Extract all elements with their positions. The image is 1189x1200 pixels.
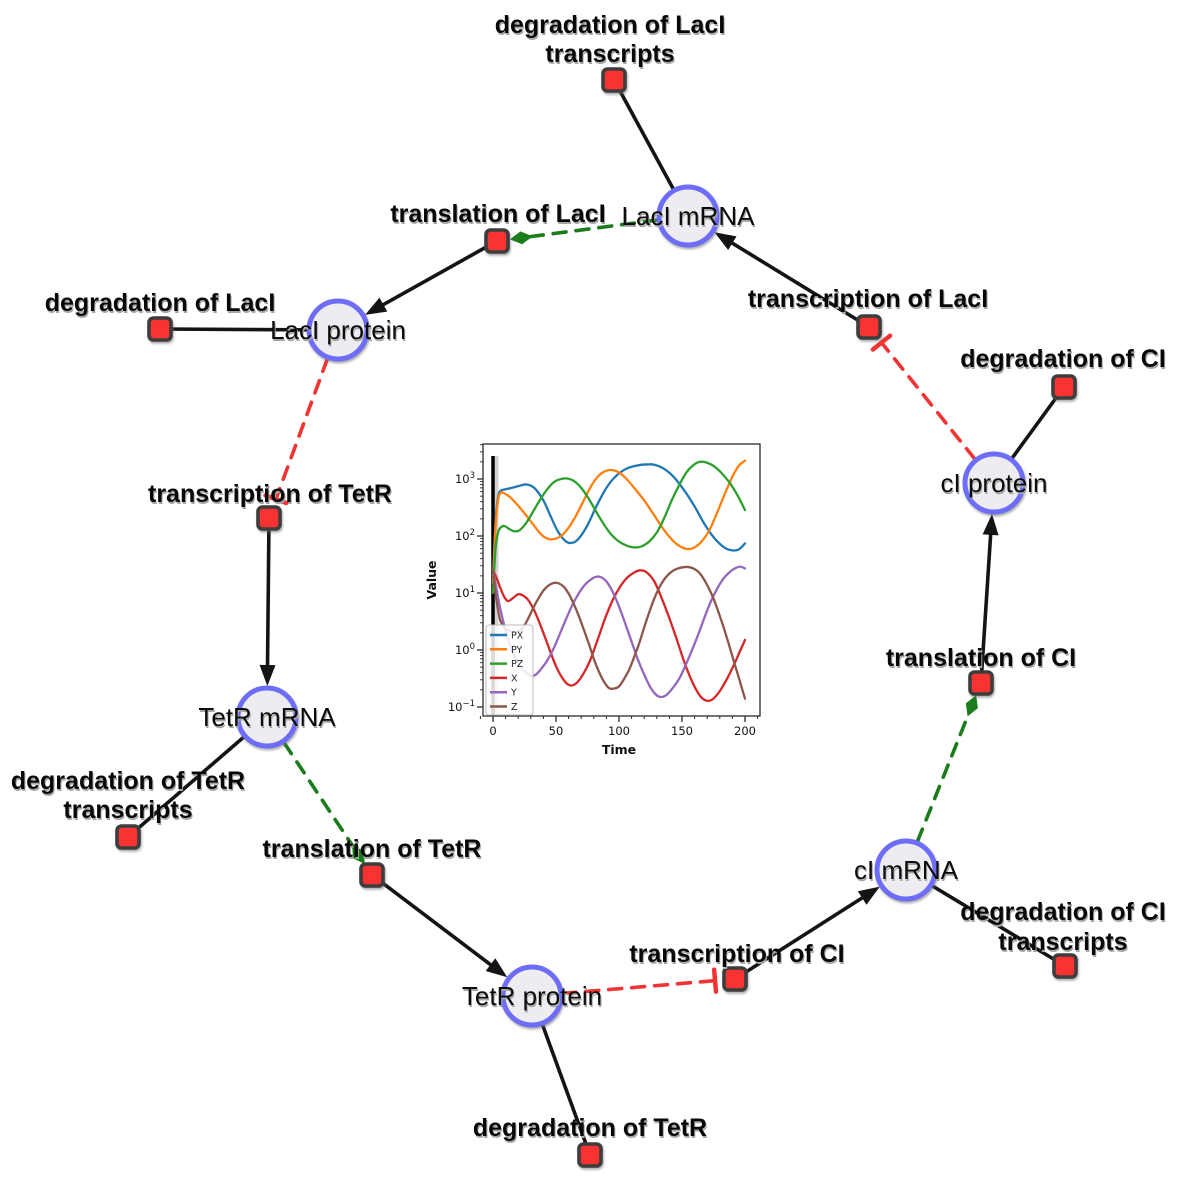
edge-tetr_mrna-translation_tetr-diamond-icon	[352, 845, 365, 865]
edge-tetr_protein-transcription_ci-tee-icon	[711, 967, 719, 994]
species-label-ci_mrna: cI mRNA	[854, 855, 959, 885]
edge-ci_protein-transcription_laci-tee-icon	[870, 333, 893, 352]
edge-laci_mrna-translation_laci	[527, 218, 660, 239]
edge-ci_mrna-translation_ci-diamond-icon	[965, 695, 978, 717]
species-node-laci_protein[interactable]	[306, 298, 370, 362]
legend-label-x: X	[511, 673, 518, 684]
x-tick-label: 200	[734, 724, 756, 738]
reaction-label-deg_laci_tx: degradation of LacI	[495, 11, 726, 39]
reaction-node-deg_tetr[interactable]	[577, 1142, 603, 1168]
series-line-py	[491, 459, 747, 585]
edge-laci_mrna-translation_laci-diamond-icon	[509, 231, 533, 245]
edge-translation_laci-laci_protein	[371, 239, 499, 312]
reaction-label-deg_tetr_tx: degradation of TetR	[11, 767, 245, 795]
axes-frame	[482, 443, 761, 717]
reaction-node-deg_tetr_tx[interactable]	[115, 824, 141, 850]
edge-transcription_laci-laci_mrna	[721, 235, 871, 329]
reaction-label-deg_tetr_tx-line2: transcripts	[63, 796, 192, 824]
reaction-node-translation_tetr[interactable]	[359, 862, 385, 888]
species-node-ci_protein[interactable]	[962, 451, 1026, 515]
edge-ci_mrna-translation_ci	[915, 711, 971, 844]
edge-transcription_laci-laci_mrna-arrowhead-icon	[714, 232, 737, 251]
reaction-node-deg_laci[interactable]	[147, 316, 173, 342]
edge-translation_ci-ci_protein	[979, 522, 994, 685]
reaction-label-transcription_tetr: transcription of TetR	[148, 480, 392, 508]
legend-label-y: Y	[510, 688, 517, 699]
x-tick-label: 150	[671, 724, 693, 738]
legend-box	[485, 624, 534, 716]
reaction-node-deg_laci_tx[interactable]	[601, 67, 627, 93]
reaction-label-deg_laci: degradation of LacI	[45, 289, 276, 317]
reaction-node-transcription_laci[interactable]	[856, 314, 882, 340]
edge-ci_protein-transcription_laci	[879, 340, 977, 461]
x-axis-title: Time	[602, 742, 636, 757]
x-tick-label: 0	[489, 724, 496, 738]
y-tick-label: 103	[455, 471, 475, 486]
y-tick-label: 100	[455, 642, 475, 657]
series-line-pz	[491, 460, 747, 595]
species-label-tetr_protein: TetR protein	[462, 981, 602, 1011]
species-label-laci_mrna: LacI mRNA	[622, 201, 756, 231]
edge-transcription_ci-ci_mrna	[733, 890, 874, 981]
species-label-tetr_mrna: TetR mRNA	[198, 702, 336, 732]
edge-translation_tetr-tetr_protein-arrowhead-icon	[485, 958, 508, 978]
reaction-label-transcription_ci: transcription of CI	[629, 940, 844, 968]
reaction-label-deg_tetr: degradation of TetR	[473, 1114, 707, 1142]
reaction-label-translation_ci: translation of CI	[886, 644, 1076, 672]
reaction-label-deg_ci_tx: degradation of CI	[960, 898, 1166, 926]
timeseries-plot: 0 50 100 150 200 10−1 100 101 102 103 Time Value PX P…	[408, 428, 780, 772]
reaction-node-translation_ci[interactable]	[968, 670, 994, 696]
edge-tetr_protein-transcription_ci	[561, 978, 717, 996]
reaction-label-transcription_laci: transcription of LacI	[748, 285, 988, 313]
series-line-x	[491, 569, 747, 703]
species-node-tetr_mrna[interactable]	[235, 685, 299, 749]
legend-label-px: PX	[511, 631, 524, 642]
y-tick-label: 101	[455, 585, 475, 600]
species-node-laci_mrna[interactable]	[656, 184, 720, 248]
legend-label-pz: PZ	[511, 659, 524, 670]
edge-translation_ci-ci_protein-arrowhead-icon	[982, 513, 999, 536]
edge-laci_protein-transcription_tetr	[274, 357, 330, 502]
legend-label-z: Z	[511, 702, 518, 713]
series-line-z	[491, 565, 747, 700]
reaction-label-deg_laci_tx-line2: transcripts	[545, 40, 674, 68]
species-node-tetr_protein[interactable]	[500, 964, 564, 1028]
y-tick-label: 10−1	[448, 699, 475, 714]
y-tick-label: 102	[455, 528, 475, 543]
reaction-node-deg_ci[interactable]	[1051, 374, 1077, 400]
edge-transcription_tetr-tetr_mrna	[265, 516, 271, 678]
reaction-node-transcription_ci[interactable]	[722, 966, 748, 992]
edge-translation_tetr-tetr_protein	[370, 873, 502, 974]
reaction-label-translation_tetr: translation of TetR	[263, 835, 482, 863]
reaction-node-transcription_tetr[interactable]	[256, 505, 282, 531]
y-axis-title: Value	[424, 560, 439, 599]
edge-tetr_mrna-translation_tetr	[282, 741, 356, 850]
edge-transcription_tetr-tetr_mrna-arrowhead-icon	[259, 664, 276, 687]
reaction-node-translation_laci[interactable]	[484, 228, 510, 254]
reaction-label-deg_ci: degradation of CI	[960, 345, 1166, 373]
legend-label-py: PY	[511, 645, 523, 656]
species-label-ci_protein: cI protein	[941, 468, 1048, 498]
reaction-label-translation_laci: translation of LacI	[390, 200, 605, 228]
reaction-node-deg_ci_tx[interactable]	[1052, 953, 1078, 979]
timeseries-plot-canvas: 0 50 100 150 200 10−1 100 101 102 103 Time Value PX P…	[424, 443, 761, 757]
x-tick-label: 50	[549, 724, 564, 738]
species-label-laci_protein: LacI protein	[270, 315, 406, 345]
reaction-label-deg_ci_tx-line2: transcripts	[998, 928, 1127, 956]
edge-transcription_ci-ci_mrna-arrowhead-icon	[857, 886, 880, 905]
edge-laci_protein-transcription_tetr-tee-icon	[263, 493, 289, 506]
edge-translation_laci-laci_protein-arrowhead-icon	[365, 297, 388, 315]
series-line-px	[491, 463, 747, 577]
species-node-ci_mrna[interactable]	[874, 838, 938, 902]
x-tick-label: 100	[608, 724, 630, 738]
